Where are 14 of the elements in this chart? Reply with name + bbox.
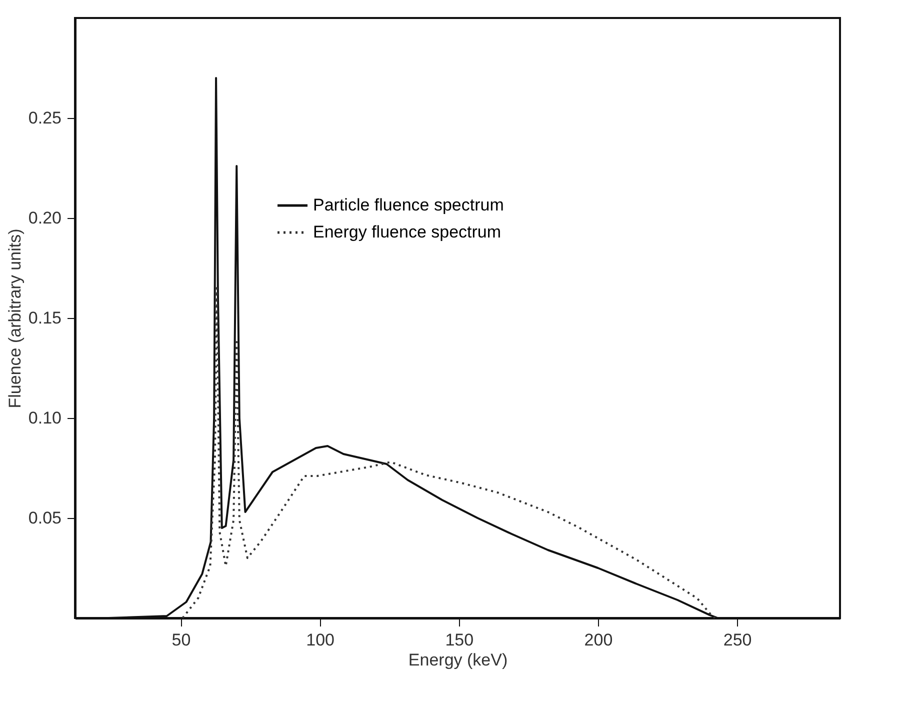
x-tick-label: 250 (723, 630, 752, 650)
x-axis-title: Energy (keV) (408, 650, 508, 670)
y-tick-label: 0.25 (28, 108, 62, 128)
y-tick-label: 0.15 (28, 308, 62, 328)
x-tick-label: 200 (584, 630, 613, 650)
y-axis-title: Fluence (arbitrary units) (5, 228, 24, 408)
y-tick-label: 0.20 (28, 208, 62, 228)
x-tick-label: 50 (172, 630, 191, 650)
x-tick-label: 150 (445, 630, 474, 650)
y-tick-label: 0.10 (28, 408, 62, 428)
legend-label: Energy fluence spectrum (313, 222, 502, 242)
y-tick-label: 0.05 (28, 508, 62, 528)
legend-label: Particle fluence spectrum (313, 196, 504, 214)
x-tick-label: 100 (306, 630, 334, 650)
